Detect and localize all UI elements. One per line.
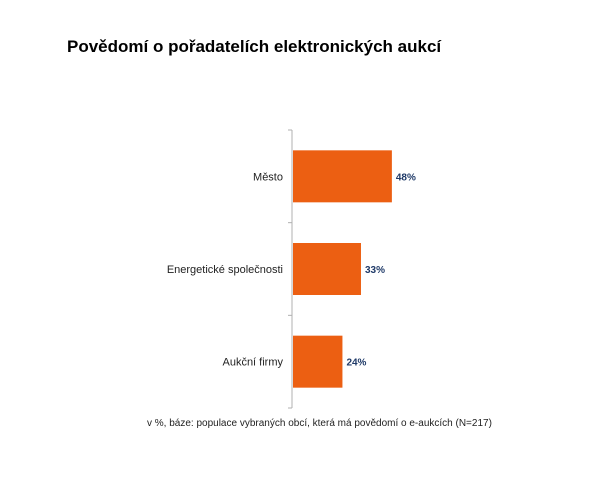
category-label: Energetické společnosti <box>167 264 283 276</box>
bar <box>293 150 392 203</box>
category-label: Město <box>253 171 283 183</box>
chart-footnote: v %, báze: populace vybraných obcí, kter… <box>147 418 492 429</box>
value-label: 48% <box>396 172 416 183</box>
bar <box>293 335 343 388</box>
bar <box>293 243 361 295</box>
value-label: 33% <box>365 265 385 276</box>
chart-title: Povědomí o pořadatelích elektronických a… <box>67 37 442 56</box>
value-label: 24% <box>346 358 366 369</box>
category-label: Aukční firmy <box>222 357 283 369</box>
